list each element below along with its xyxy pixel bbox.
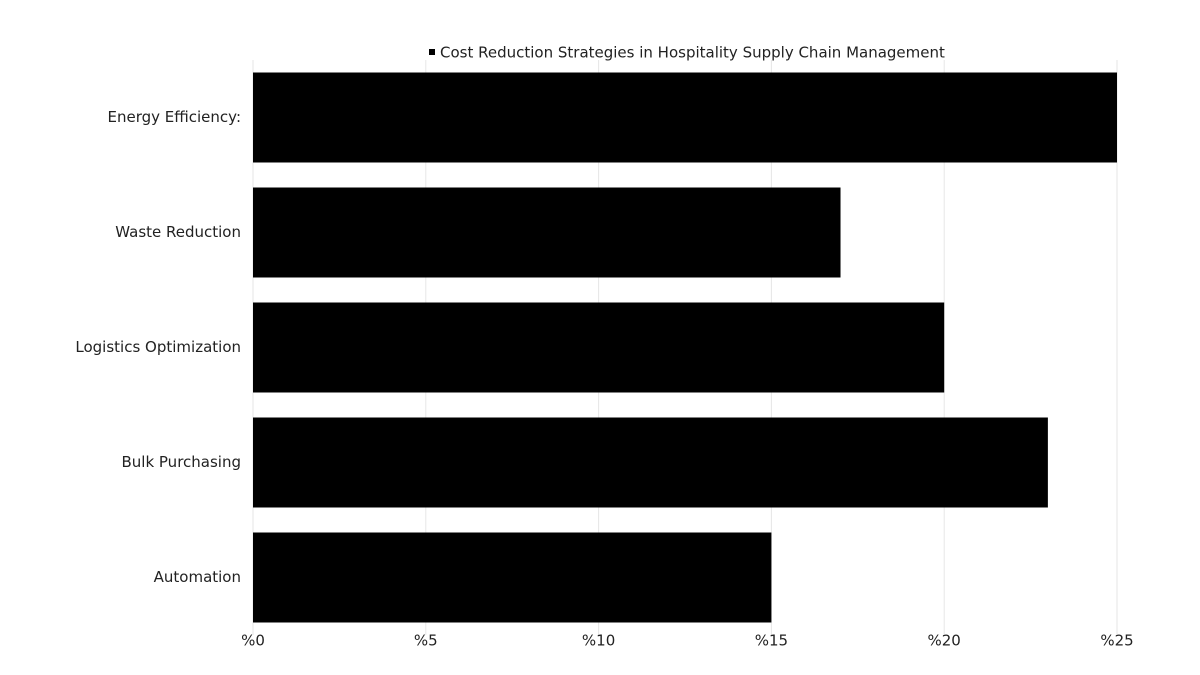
y-tick-label: Waste Reduction <box>115 223 241 241</box>
x-tick-label: %10 <box>582 632 615 650</box>
bar <box>253 417 1048 508</box>
y-tick-label: Logistics Optimization <box>75 338 241 356</box>
bar <box>253 187 841 278</box>
x-tick-label: %15 <box>755 632 788 650</box>
x-tick-label: %5 <box>414 632 438 650</box>
x-tick-label: %20 <box>928 632 961 650</box>
x-tick-label: %25 <box>1100 632 1133 650</box>
legend-swatch <box>429 49 435 55</box>
y-tick-label: Automation <box>154 568 241 586</box>
y-tick-label: Bulk Purchasing <box>121 453 241 471</box>
bar <box>253 72 1117 163</box>
bar <box>253 532 772 623</box>
bar <box>253 302 945 393</box>
y-tick-label: Energy Efficiency: <box>108 108 242 126</box>
legend-label: Cost Reduction Strategies in Hospitality… <box>440 44 945 62</box>
x-tick-label: %0 <box>241 632 265 650</box>
